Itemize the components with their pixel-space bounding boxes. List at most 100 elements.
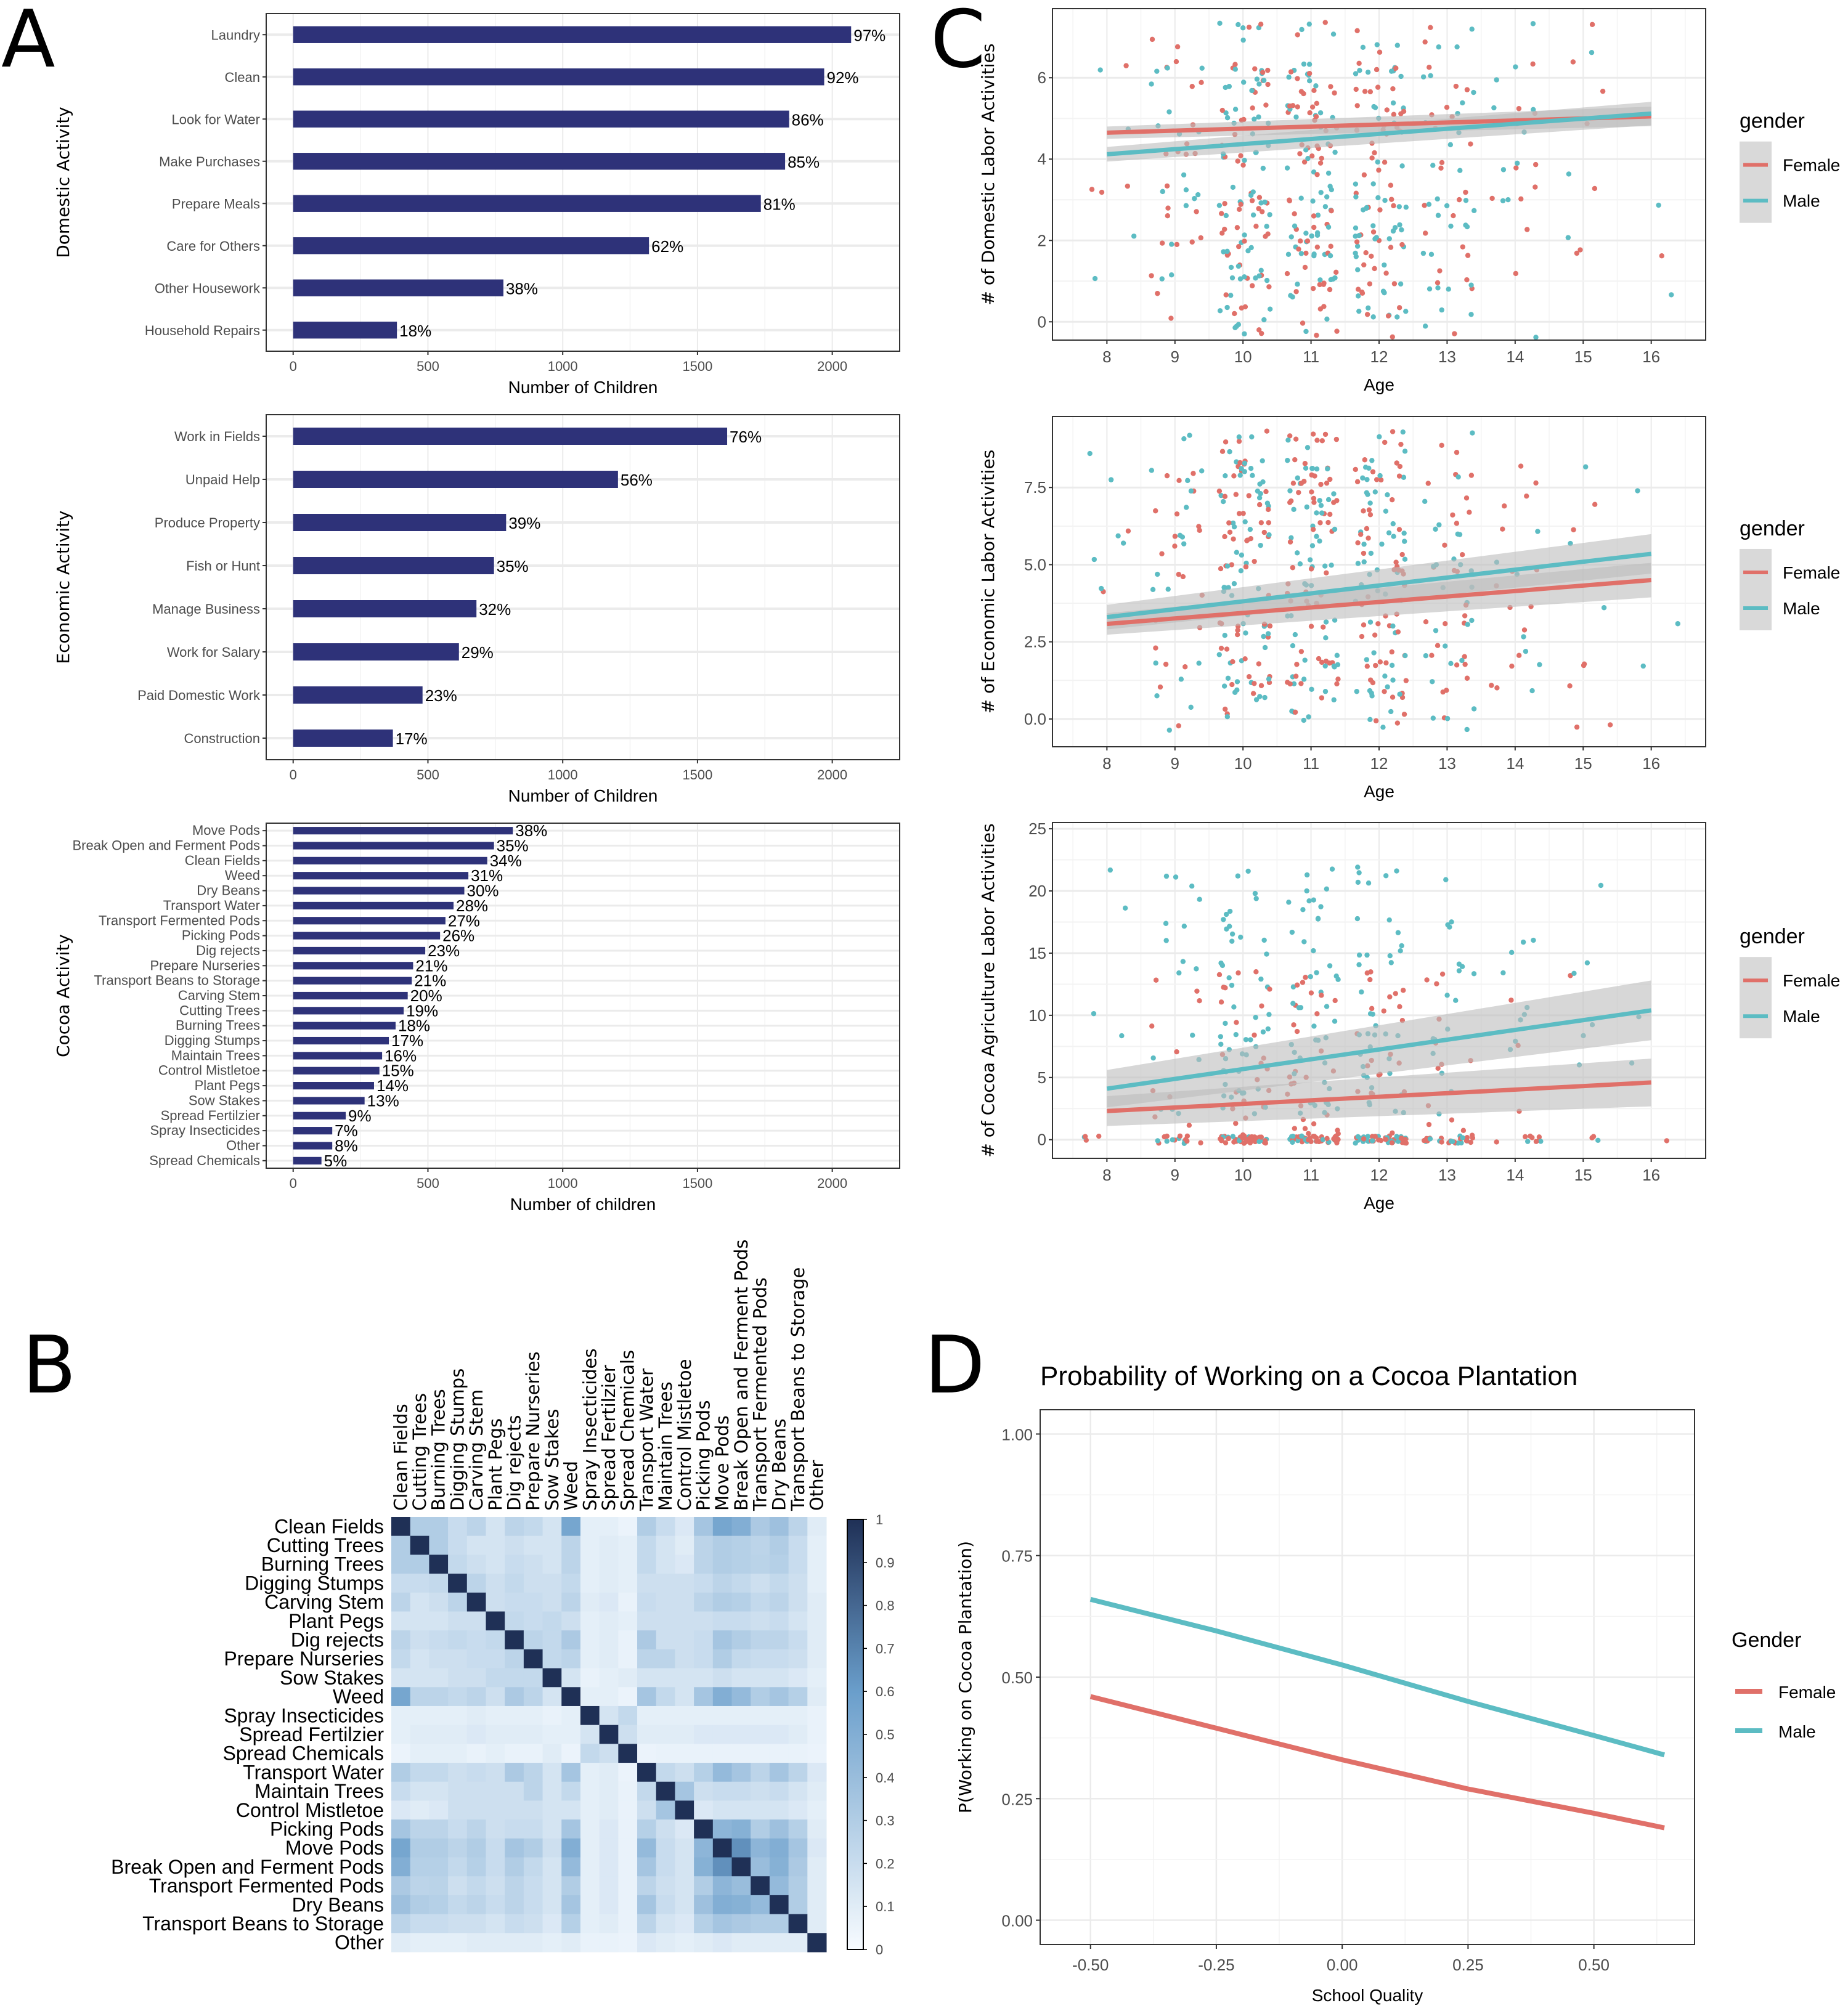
- scatter-point: [1165, 587, 1171, 592]
- scatter-point: [1437, 268, 1443, 274]
- heatmap-cell: [788, 1744, 808, 1763]
- scatter-point: [1293, 436, 1299, 442]
- scatter-point: [1256, 495, 1263, 501]
- bar: [293, 643, 459, 660]
- heatmap-cell: [580, 1763, 600, 1782]
- scatter-point: [1107, 867, 1113, 873]
- heatmap-cell: [466, 1819, 486, 1839]
- y-tick-label: Produce Property: [155, 515, 260, 530]
- scatter-point: [1240, 37, 1246, 43]
- scatter-point: [1365, 1134, 1371, 1139]
- scatter-point: [1157, 684, 1163, 690]
- heatmap-cell: [466, 1535, 486, 1555]
- heatmap-row-label: Other: [335, 1932, 384, 1954]
- scatter-point: [1468, 282, 1474, 288]
- heatmap-row-label: Prepare Nurseries: [224, 1648, 384, 1670]
- scatter-point: [1226, 84, 1232, 89]
- bar: [293, 471, 618, 488]
- scatter-point: [1318, 190, 1324, 195]
- scatter-point: [1491, 105, 1497, 111]
- scatter-point: [1256, 81, 1262, 87]
- heatmap-cell: [599, 1705, 619, 1726]
- heatmap-cell: [731, 1914, 751, 1933]
- heatmap-cell: [618, 1555, 638, 1574]
- heatmap-cell: [731, 1781, 751, 1801]
- scatter-point: [1218, 999, 1224, 1005]
- scatter-point: [1163, 921, 1169, 926]
- scatter-point: [1500, 526, 1505, 532]
- heatmap-cell: [637, 1592, 657, 1612]
- heatmap-cell: [656, 1876, 675, 1896]
- scatter-point: [1403, 309, 1409, 314]
- bar-percent-label: 15%: [382, 1062, 414, 1080]
- heatmap-cell: [675, 1668, 694, 1688]
- y-tick-label: Spread Fertilzier: [161, 1108, 260, 1123]
- scatter-point: [1241, 1133, 1247, 1139]
- scatter-point: [1364, 205, 1370, 211]
- scatter-point: [1199, 79, 1204, 86]
- scatter-point: [1328, 243, 1333, 249]
- heatmap-cell: [675, 1611, 694, 1631]
- bar: [293, 901, 454, 909]
- scatter-point: [1471, 706, 1477, 712]
- heatmap-cell: [542, 1649, 562, 1669]
- scatter-point: [1315, 916, 1321, 921]
- bar-percent-label: 56%: [621, 471, 653, 489]
- fit-line-female: [1107, 1080, 1651, 1113]
- scatter-point: [1389, 662, 1395, 669]
- heatmap-cell: [694, 1592, 714, 1612]
- scatter-point: [1189, 239, 1195, 245]
- scatter-point: [1233, 492, 1239, 497]
- scatter-point: [1356, 60, 1362, 66]
- legend-title: Gender: [1732, 1628, 1801, 1652]
- scatter-point: [1370, 314, 1376, 320]
- x-tick-label: 10: [1234, 348, 1252, 366]
- bar-percent-label: 76%: [730, 428, 762, 446]
- scatter-point: [1288, 234, 1294, 240]
- heatmap-cell: [561, 1555, 581, 1574]
- heatmap-cell: [410, 1630, 429, 1650]
- scatter-point: [1219, 107, 1225, 113]
- heatmap-row-label: Spread Chemicals: [223, 1742, 384, 1765]
- scatter-point: [1265, 231, 1271, 237]
- scatter-point: [1436, 522, 1442, 527]
- scatter-point: [1292, 632, 1298, 638]
- scatter-point: [1183, 505, 1189, 510]
- heatmap-cell: [429, 1611, 449, 1631]
- y-tick-label: Paid Domestic Work: [137, 688, 261, 703]
- heatmap-cell: [807, 1592, 827, 1612]
- bar-percent-label: 32%: [479, 600, 511, 619]
- bar-percent-label: 38%: [515, 821, 547, 840]
- scatter-point: [1240, 162, 1246, 168]
- scatter-point: [1356, 952, 1362, 958]
- bar-percent-label: 7%: [335, 1121, 358, 1140]
- heatmap-cell: [675, 1933, 694, 1953]
- scatter-point: [1159, 240, 1165, 246]
- scatter-point: [1380, 725, 1386, 730]
- heatmap-column-label: Maintain Trees: [655, 1381, 676, 1511]
- bar: [293, 917, 446, 925]
- heatmap-cell: [410, 1705, 429, 1726]
- y-tick-label: Household Repairs: [145, 323, 260, 338]
- heatmap-cell: [807, 1668, 827, 1688]
- heatmap-cell: [542, 1800, 562, 1820]
- scatter-point: [1216, 488, 1223, 494]
- scatter-point: [1189, 84, 1195, 89]
- scatter-point: [1354, 28, 1360, 34]
- heatmap-cell: [637, 1857, 657, 1877]
- heatmap-cell: [448, 1687, 468, 1707]
- heatmap-cell: [466, 1914, 486, 1933]
- heatmap-cell: [486, 1687, 505, 1707]
- scatter-point: [1567, 683, 1573, 689]
- heatmap-cell: [712, 1914, 733, 1933]
- scatter-point: [1197, 896, 1202, 902]
- scatter-point: [1310, 527, 1316, 532]
- heatmap-cell: [466, 1687, 486, 1707]
- heatmap-cell: [466, 1574, 486, 1593]
- bar: [293, 1142, 333, 1150]
- scatter-point: [1229, 275, 1235, 281]
- series-line-male: [1089, 1596, 1666, 1758]
- heatmap-cell: [807, 1535, 827, 1555]
- scatter-point: [1176, 723, 1181, 729]
- heatmap-row-label: Picking Pods: [270, 1818, 384, 1840]
